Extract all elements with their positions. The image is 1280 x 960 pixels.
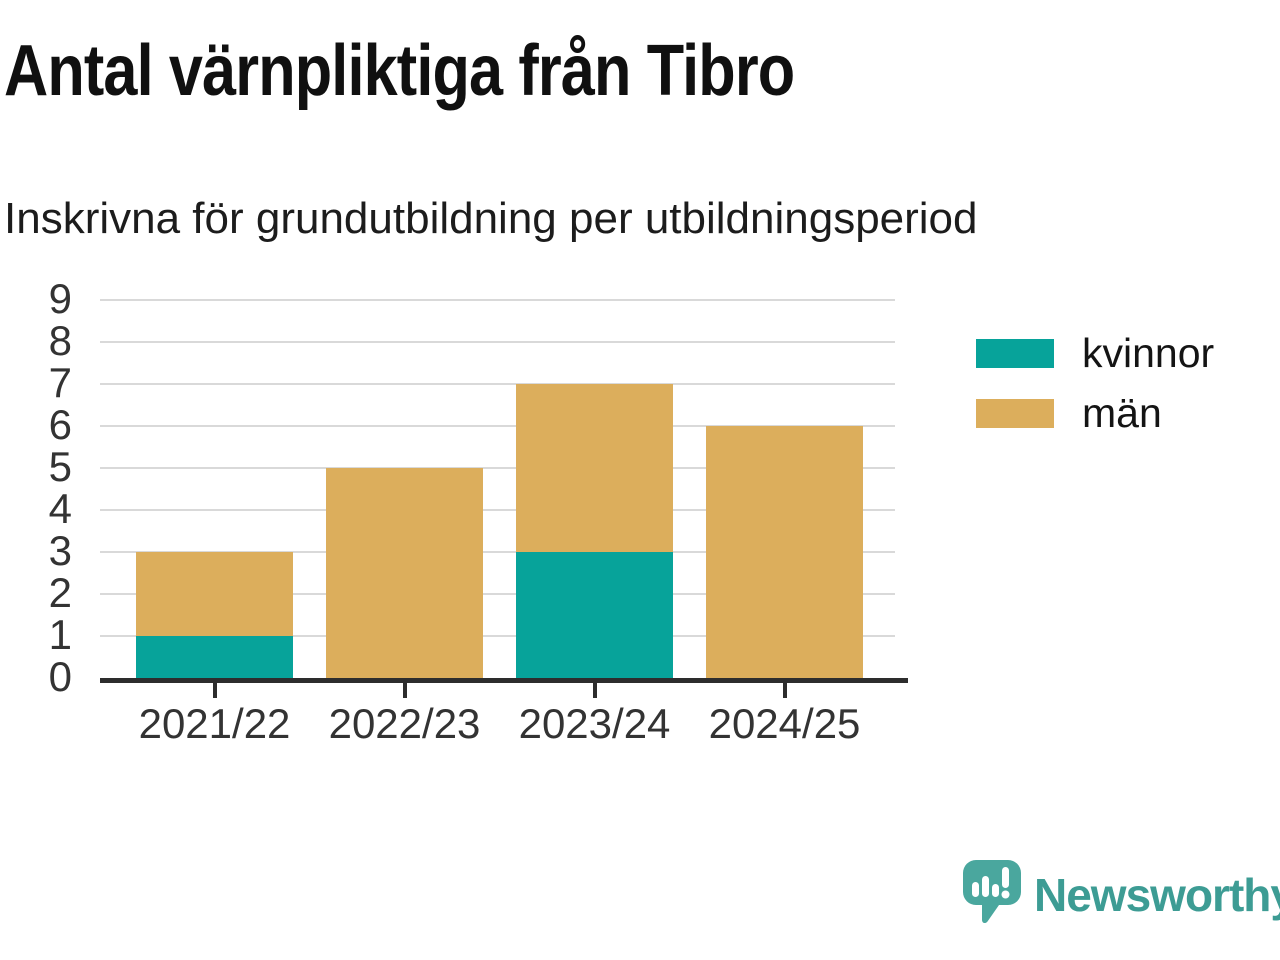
y-tick-label: 2 [48,569,72,617]
gridline [100,299,895,301]
chart-speech-bubble-icon [963,860,1021,924]
bar-2021/22-kvinnor [136,636,293,678]
x-tick-label: 2021/22 [138,700,291,747]
gridline [100,383,895,385]
x-tick-label: 2024/25 [708,700,861,747]
x-tick-label: 2023/24 [518,700,671,747]
gridline [100,593,895,595]
y-tick-label: 7 [48,359,72,407]
x-tick-mark [212,683,217,698]
y-tick-label: 5 [48,443,72,491]
gridline [100,467,895,469]
gridline [100,551,895,553]
newsworthy-logo: Newsworthy [963,860,1280,924]
y-tick-label: 4 [48,485,72,533]
legend-swatch-kvinnor [976,338,1054,368]
bar-2023/24-män [516,384,673,552]
x-tick-mark [782,683,787,698]
y-tick-label: 0 [48,653,72,701]
chart-title: Antal värnpliktiga från Tibro [4,31,795,111]
chart-subtitle: Inskrivna för grundutbildning per utbild… [4,194,978,243]
y-tick-label: 9 [48,275,72,323]
x-tick-mark [592,683,597,698]
gridline [100,341,895,343]
y-tick-label: 6 [48,401,72,449]
legend-label: män [1082,389,1162,436]
x-tick-mark [402,683,407,698]
bar-2023/24-kvinnor [516,552,673,678]
legend-label: kvinnor [1082,329,1215,376]
bar-2021/22-män [136,552,293,636]
y-tick-label: 1 [48,611,72,659]
x-tick-label: 2022/23 [328,700,481,747]
gridline [100,425,895,427]
legend-item-män: män [976,390,1214,436]
legend-swatch-män [976,398,1054,428]
bar-2024/25-män [706,426,863,678]
gridline [100,509,895,511]
legend: kvinnor män [976,330,1214,436]
bar-2022/23-män [326,468,483,678]
y-tick-label: 3 [48,527,72,575]
logo-text: Newsworthy [1034,869,1280,921]
y-tick-label: 8 [48,317,72,365]
gridline [100,635,895,637]
x-axis-line [100,678,908,683]
legend-item-kvinnor: kvinnor [976,330,1214,376]
